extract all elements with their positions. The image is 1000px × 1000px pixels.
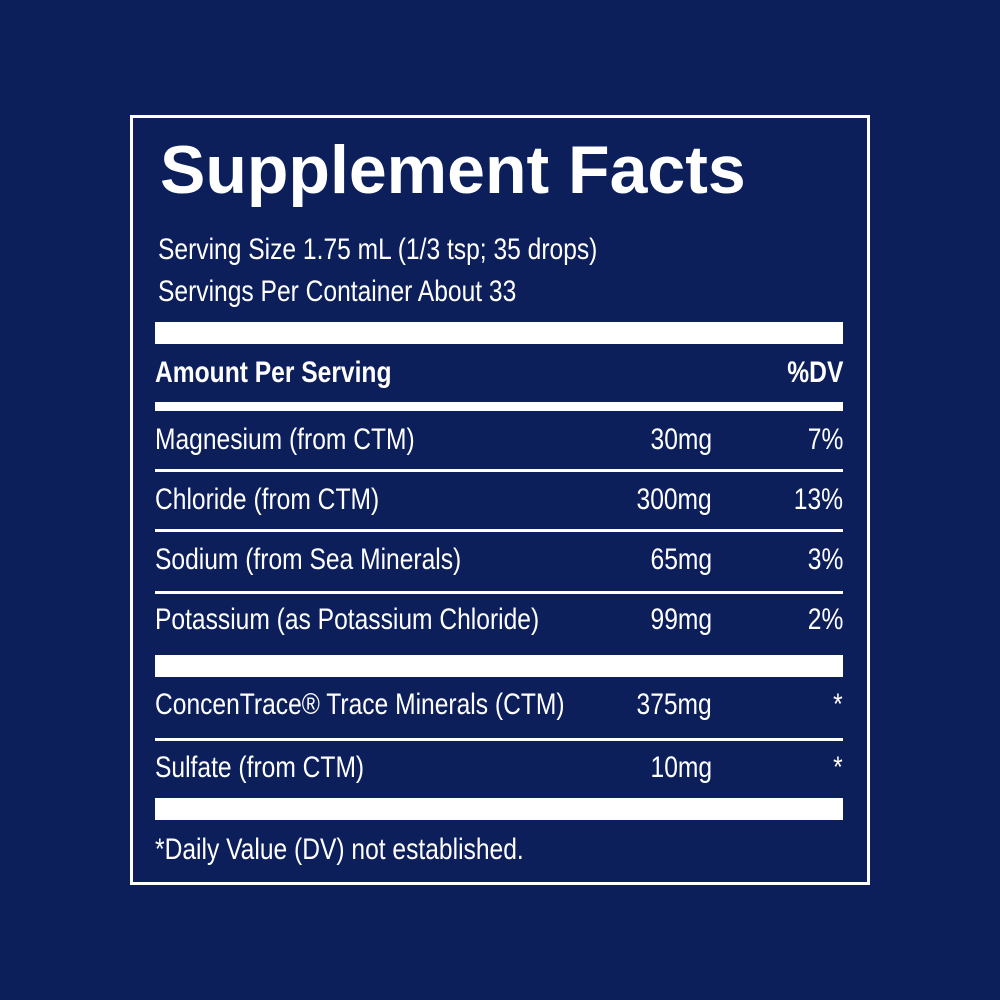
thick-bar bbox=[155, 798, 843, 820]
nutrient-dv: 7% bbox=[807, 423, 843, 456]
thick-bar bbox=[155, 322, 843, 344]
nutrient-dv: * bbox=[833, 688, 843, 721]
row-divider bbox=[155, 469, 843, 472]
serving-size: Serving Size 1.75 mL (1/3 tsp; 35 drops) bbox=[158, 233, 598, 266]
nutrient-name: Chloride (from CTM) bbox=[155, 483, 380, 516]
nutrient-name: ConcenTrace® Trace Minerals (CTM) bbox=[155, 688, 565, 721]
nutrient-amount: 10mg bbox=[650, 751, 712, 784]
title: Supplement Facts bbox=[160, 132, 746, 208]
row-divider bbox=[155, 591, 843, 594]
nutrient-name: Magnesium (from CTM) bbox=[155, 423, 415, 456]
label-border bbox=[130, 115, 870, 885]
footnote: *Daily Value (DV) not established. bbox=[155, 833, 524, 866]
nutrient-dv: * bbox=[833, 751, 843, 784]
nutrient-amount: 375mg bbox=[636, 688, 712, 721]
nutrient-amount: 300mg bbox=[636, 483, 712, 516]
nutrient-name: Potassium (as Potassium Chloride) bbox=[155, 603, 540, 636]
row-divider bbox=[155, 529, 843, 532]
amount-header: Amount Per Serving bbox=[155, 356, 392, 389]
nutrient-amount: 99mg bbox=[650, 603, 712, 636]
nutrient-name: Sodium (from Sea Minerals) bbox=[155, 543, 462, 576]
dv-header: %DV bbox=[786, 356, 843, 389]
servings-per-container: Servings Per Container About 33 bbox=[158, 275, 517, 308]
nutrient-dv: 3% bbox=[807, 543, 843, 576]
nutrient-dv: 2% bbox=[807, 603, 843, 636]
nutrient-amount: 65mg bbox=[650, 543, 712, 576]
medium-bar bbox=[155, 402, 843, 411]
nutrient-name: Sulfate (from CTM) bbox=[155, 751, 365, 784]
nutrient-dv: 13% bbox=[793, 483, 843, 516]
row-divider bbox=[155, 738, 843, 741]
thick-bar bbox=[155, 655, 843, 677]
nutrient-amount: 30mg bbox=[650, 423, 712, 456]
